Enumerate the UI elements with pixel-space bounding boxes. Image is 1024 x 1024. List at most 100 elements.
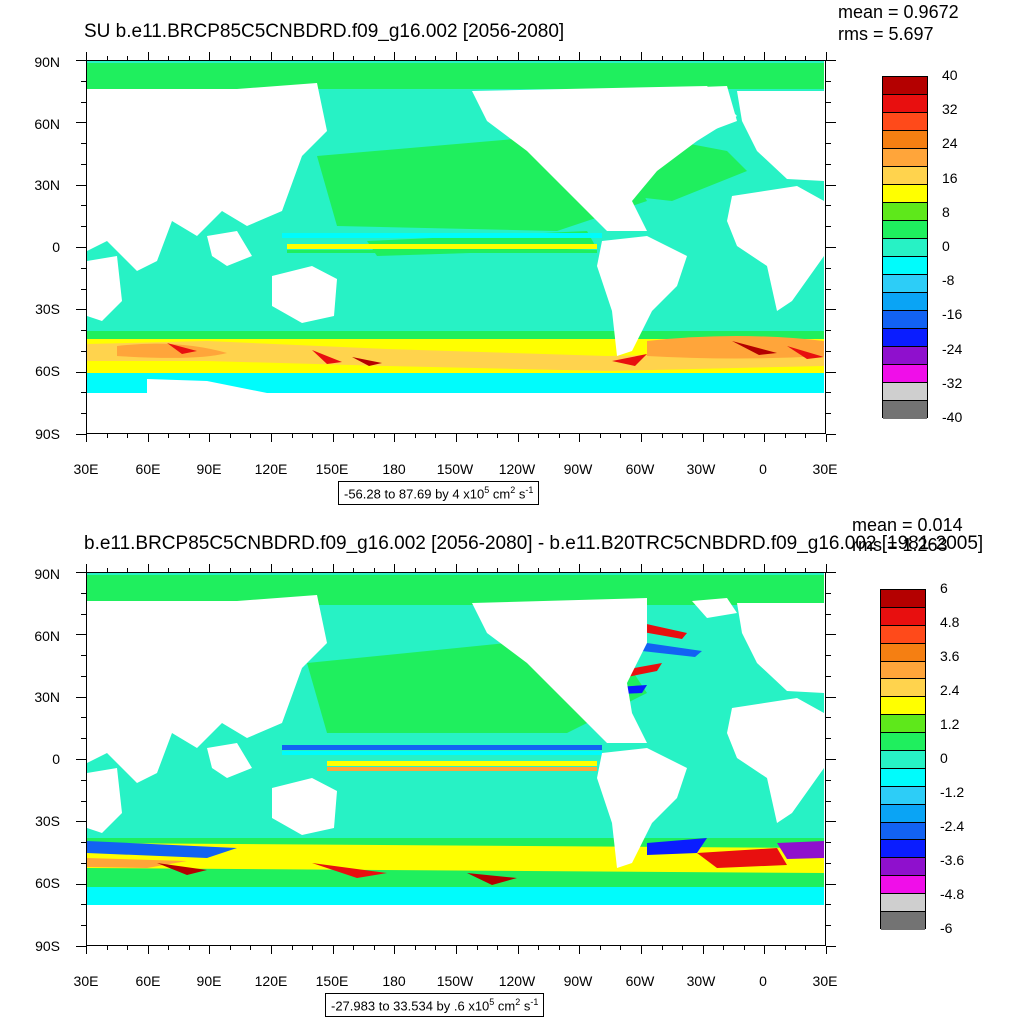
axis-tick	[826, 564, 827, 572]
lon-label: 120E	[254, 461, 288, 477]
axis-tick	[81, 101, 86, 103]
axis-tick	[826, 759, 836, 760]
axis-tick	[353, 946, 355, 950]
axis-tick	[826, 101, 831, 103]
axis-tick	[661, 56, 663, 60]
lon-label: 180	[382, 461, 406, 477]
axis-tick	[435, 568, 437, 572]
colorbar-swatch	[881, 590, 925, 608]
lat-label: 60N	[34, 116, 60, 132]
lon-label: 120E	[254, 973, 288, 989]
axis-tick	[353, 568, 355, 572]
axis-tick	[826, 904, 831, 906]
lon-label: 30E	[812, 461, 838, 477]
axis-tick	[826, 572, 836, 573]
axis-tick	[229, 434, 231, 438]
axis-tick	[414, 568, 416, 572]
axis-tick	[538, 56, 540, 60]
colorbar-swatch	[883, 257, 927, 275]
axis-tick	[332, 52, 334, 60]
axis-tick	[312, 946, 314, 950]
lon-label: 30E	[73, 973, 99, 989]
plot-title: SU b.e11.BRCP85C5CNBDRD.f09_g16.002 [205…	[84, 21, 565, 42]
axis-tick	[86, 52, 87, 60]
axis-tick	[76, 122, 86, 124]
axis-tick	[168, 56, 170, 60]
axis-tick	[764, 946, 766, 954]
axis-tick	[743, 946, 745, 950]
axis-tick	[81, 738, 86, 740]
axis-tick	[579, 434, 581, 442]
axis-tick	[826, 60, 836, 61]
colorbar-label: 0	[942, 238, 950, 254]
map-field	[87, 573, 824, 944]
mean-stat: mean = 0.014	[852, 515, 963, 535]
axis-tick	[826, 883, 836, 885]
axis-tick	[106, 946, 108, 950]
axis-tick	[456, 946, 457, 954]
axis-tick	[81, 904, 86, 906]
axis-tick	[81, 226, 86, 228]
colorbar-swatch	[883, 293, 927, 311]
axis-tick	[826, 434, 827, 442]
lon-label: 90W	[563, 973, 593, 989]
axis-tick	[826, 80, 831, 82]
axis-tick	[435, 56, 437, 60]
lon-label: 60W	[625, 461, 655, 477]
lon-label: 30W	[686, 461, 716, 477]
axis-tick	[127, 568, 129, 572]
axis-tick	[682, 568, 684, 572]
colorbar-label: -8	[942, 272, 955, 289]
axis-tick	[81, 163, 86, 165]
lon-label: 30W	[686, 973, 716, 989]
axis-tick	[81, 413, 86, 415]
axis-tick	[826, 842, 831, 844]
axis-tick	[497, 56, 499, 60]
lat-label: 90N	[34, 566, 60, 582]
axis-tick	[271, 52, 272, 60]
axis-tick	[764, 434, 766, 442]
axis-tick	[414, 946, 416, 950]
colorbar-swatch	[881, 804, 925, 823]
axis-tick	[599, 56, 601, 60]
lon-label: 30E	[73, 461, 99, 477]
colorbar-label: -24	[942, 340, 963, 357]
axis-tick	[414, 434, 416, 438]
axis-tick	[784, 946, 786, 950]
axis-tick	[76, 60, 86, 61]
axis-tick	[81, 862, 86, 864]
axis-tick	[291, 56, 293, 60]
axis-tick	[764, 564, 766, 572]
axis-tick	[826, 143, 831, 145]
axis-tick	[784, 568, 786, 572]
lon-label: 90W	[563, 461, 593, 477]
axis-tick	[538, 434, 540, 438]
axis-tick	[209, 946, 211, 954]
colorbar-label: 24	[942, 135, 958, 152]
rms-stat: rms = 1.263	[852, 535, 948, 555]
axis-tick	[826, 350, 831, 352]
colorbar-label: -2.4	[940, 818, 965, 834]
axis-tick	[106, 56, 108, 60]
axis-tick	[76, 634, 86, 636]
colorbar-label: 8	[942, 203, 950, 220]
axis-tick	[188, 434, 190, 438]
colorbar-swatch	[883, 95, 927, 113]
lat-label: 90S	[35, 426, 60, 442]
axis-tick	[826, 655, 831, 657]
colorbar-label: -16	[942, 306, 963, 323]
colorbar-label: 3.6	[940, 648, 960, 664]
axis-tick	[702, 434, 704, 442]
lat-label: 30N	[34, 689, 60, 705]
axis-tick	[476, 568, 478, 572]
axis-tick	[188, 56, 190, 60]
colorbar-label: -32	[942, 374, 963, 391]
colorbar-swatch	[881, 894, 925, 913]
axis-tick	[826, 862, 831, 864]
colorbar-swatch	[883, 311, 927, 329]
colorbar-swatch	[883, 167, 927, 185]
colorbar	[882, 76, 928, 419]
colorbar-swatch	[881, 858, 925, 877]
lon-label: 0	[759, 461, 767, 477]
axis-tick	[81, 800, 86, 802]
